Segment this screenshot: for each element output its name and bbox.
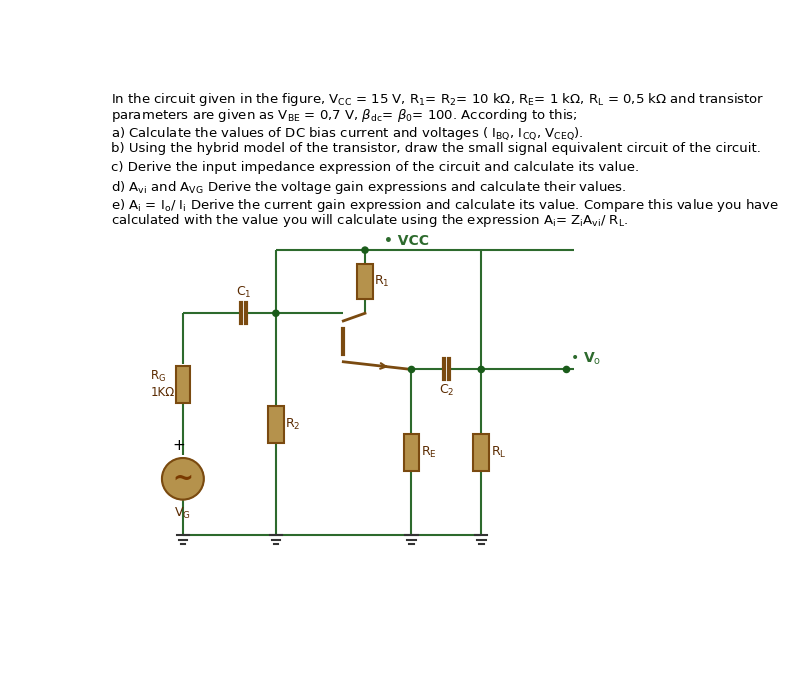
Text: • V$_{\rm o}$: • V$_{\rm o}$	[569, 351, 601, 367]
Text: b) Using the hybrid model of the transistor, draw the small signal equivalent ci: b) Using the hybrid model of the transis…	[110, 143, 760, 155]
Bar	[268, 405, 283, 443]
Text: R$_2$: R$_2$	[285, 417, 300, 432]
Circle shape	[362, 247, 367, 253]
Bar	[176, 365, 190, 403]
Text: c) Derive the input impedance expression of the circuit and calculate its value.: c) Derive the input impedance expression…	[110, 161, 638, 174]
Text: C$_2$: C$_2$	[438, 382, 453, 398]
Text: R$_{\rm E}$: R$_{\rm E}$	[420, 445, 436, 460]
Text: In the circuit given in the figure, V$_{\rm CC}$ = 15 V, R$_1$= R$_2$= 10 kΩ, R$: In the circuit given in the figure, V$_{…	[110, 92, 763, 109]
Text: +: +	[173, 439, 185, 454]
Text: parameters are given as V$_{\rm BE}$ = 0,7 V, $\beta_{\rm dc}$= $\beta_0$= 100. : parameters are given as V$_{\rm BE}$ = 0…	[110, 107, 577, 124]
Bar	[473, 434, 488, 471]
Circle shape	[478, 367, 483, 373]
Circle shape	[408, 367, 414, 373]
Text: V$_{\rm G}$: V$_{\rm G}$	[174, 506, 191, 521]
Text: R$_{\rm L}$: R$_{\rm L}$	[490, 445, 505, 460]
Text: e) A$_{\rm i}$ = I$_{\rm o}$/ I$_{\rm i}$ Derive the current gain expression and: e) A$_{\rm i}$ = I$_{\rm o}$/ I$_{\rm i}…	[110, 197, 778, 214]
Bar	[403, 434, 418, 471]
Text: R$_{\rm G}$
1KΩ: R$_{\rm G}$ 1KΩ	[150, 369, 174, 399]
Text: R$_1$: R$_1$	[374, 274, 389, 289]
Text: ~: ~	[172, 466, 193, 491]
Text: calculated with the value you will calculate using the expression A$_{\rm i}$= Z: calculated with the value you will calcu…	[110, 213, 628, 230]
Text: • VCC: • VCC	[384, 234, 429, 248]
Text: a) Calculate the values of DC bias current and voltages ( I$_{\rm BQ}$, I$_{\rm : a) Calculate the values of DC bias curre…	[110, 126, 583, 142]
Text: d) A$_{\rm vi}$ and A$_{\rm VG}$ Derive the voltage gain expressions and calcula: d) A$_{\rm vi}$ and A$_{\rm VG}$ Derive …	[110, 179, 625, 196]
Circle shape	[161, 458, 204, 500]
Circle shape	[272, 310, 279, 316]
Bar	[357, 264, 372, 299]
Text: C$_1$: C$_1$	[235, 285, 251, 300]
Circle shape	[563, 367, 569, 373]
